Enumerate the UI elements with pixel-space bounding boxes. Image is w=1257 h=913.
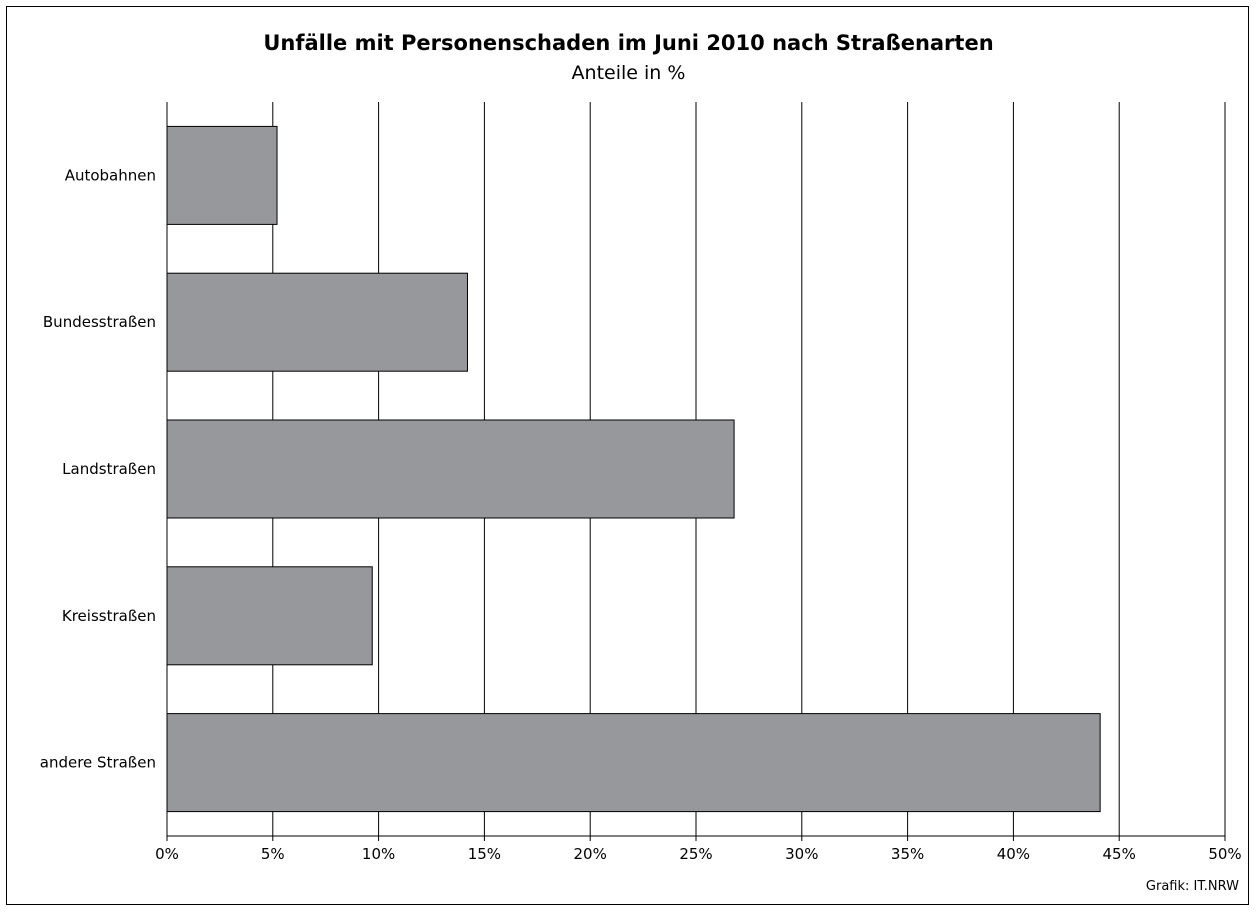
x-tick-label: 10% xyxy=(362,845,395,863)
category-labels: Autobahnen Bundesstraßen Landstraßen Kreiss… xyxy=(40,166,156,771)
bars xyxy=(166,125,1101,813)
x-tick-label: 45% xyxy=(1103,845,1136,863)
x-tick-label: 5% xyxy=(261,845,285,863)
chart-frame xyxy=(6,6,1249,905)
x-tick-label: 20% xyxy=(574,845,607,863)
x-tick-label: 25% xyxy=(679,845,712,863)
x-tick-label: 50% xyxy=(1208,845,1241,863)
x-tick-label: 35% xyxy=(891,845,924,863)
bar xyxy=(166,125,278,225)
category-label: Bundesstraßen xyxy=(43,313,156,331)
category-label: Landstraßen xyxy=(62,460,156,478)
category-label: Autobahnen xyxy=(65,166,156,184)
x-tick-label: 30% xyxy=(785,845,818,863)
category-label: andere Straßen xyxy=(40,754,156,772)
chart-title: Unfälle mit Personenschaden im Juni 2010… xyxy=(263,31,994,55)
category-label: Kreisstraßen xyxy=(62,607,156,625)
source-credit: Grafik: IT.NRW xyxy=(1145,879,1239,894)
x-axis-ticks: 0% 5% 10% 15% 20% 25% 30% 35% 40% 45% 50% xyxy=(155,835,1242,863)
bar xyxy=(166,566,373,666)
x-tick-label: 40% xyxy=(997,845,1030,863)
chart-subtitle: Anteile in % xyxy=(571,62,686,84)
x-tick-label: 15% xyxy=(468,845,501,863)
bar xyxy=(166,419,735,519)
bar xyxy=(166,272,468,372)
bar xyxy=(166,713,1101,813)
x-tick-label: 0% xyxy=(155,845,179,863)
